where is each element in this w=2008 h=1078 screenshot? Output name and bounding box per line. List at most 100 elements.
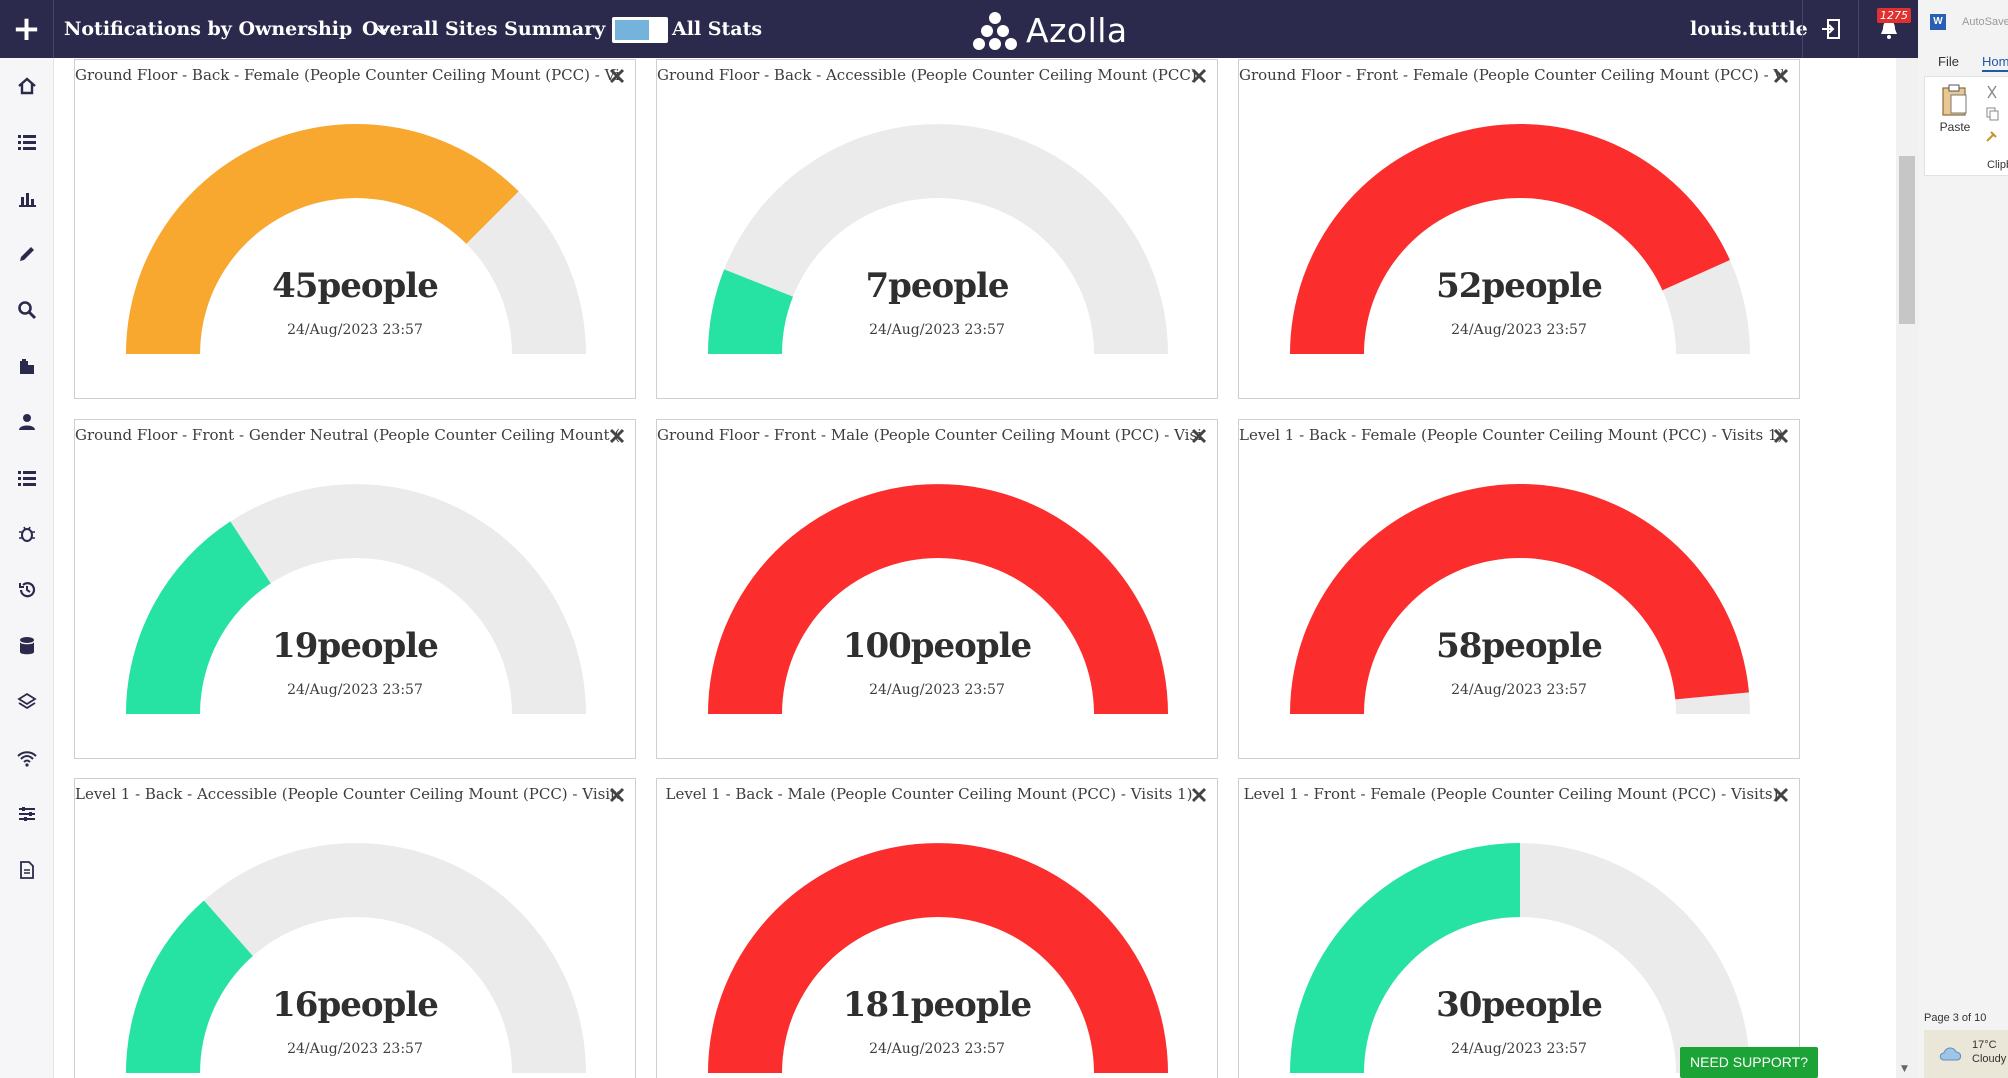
bug-icon[interactable] — [13, 520, 41, 548]
gauge-fill — [126, 900, 253, 1073]
gauge-timestamp: 24/Aug/2023 23:57 — [1451, 322, 1587, 338]
search-icon[interactable] — [13, 296, 41, 324]
gauge-chart — [1290, 843, 1750, 1073]
document-icon[interactable] — [13, 856, 41, 884]
gauge-timestamp: 24/Aug/2023 23:57 — [287, 682, 423, 698]
tab-file[interactable]: File — [1938, 54, 1959, 69]
brand-name: Azolla — [1026, 10, 1128, 50]
close-icon[interactable] — [607, 426, 627, 446]
weather-condition: Cloudy — [1972, 1053, 2007, 1065]
list-icon[interactable] — [13, 128, 41, 156]
gauge-card: Ground Floor - Back - Female (People Cou… — [74, 59, 636, 399]
history-icon[interactable] — [13, 576, 41, 604]
paste-label: Paste — [1939, 120, 1971, 134]
building-icon[interactable] — [13, 352, 41, 380]
gauge-value: 45people — [272, 266, 439, 306]
weather-widget[interactable]: 17°C Cloudy — [1924, 1030, 2008, 1078]
gauge-value: 19people — [272, 626, 439, 666]
gauge-value: 52people — [1436, 266, 1603, 306]
sliders-icon[interactable] — [13, 800, 41, 828]
gauge-fill — [126, 521, 271, 714]
bar-chart-icon[interactable] — [13, 184, 41, 212]
word-ribbon: Paste Clipb — [1924, 76, 2008, 176]
clipboard-group-label: Clipb — [1987, 159, 2008, 171]
gauge-fill — [708, 484, 1168, 714]
gauge-card: Ground Floor - Front - Male (People Coun… — [656, 419, 1218, 759]
paste-button[interactable]: Paste — [1935, 83, 1975, 134]
gauge-title: Ground Floor - Front - Gender Neutral (P… — [75, 426, 619, 444]
logout-button[interactable] — [1802, 0, 1858, 58]
sites-summary-dropdown[interactable]: Overall Sites Summary — [362, 0, 644, 58]
pencil-icon[interactable] — [13, 240, 41, 268]
gauge-chart — [1290, 123, 1750, 354]
list-icon[interactable] — [13, 464, 41, 492]
weather-text: 17°C Cloudy — [1972, 1038, 2006, 1066]
word-ribbon-tabs: File Hom — [1918, 50, 2008, 74]
gauge-card: Level 1 - Back - Male (People Counter Ce… — [656, 778, 1218, 1078]
word-titlebar: W AutoSave — [1918, 0, 2008, 44]
gauge-chart — [1290, 484, 1750, 714]
need-support-button[interactable]: NEED SUPPORT? — [1680, 1047, 1818, 1078]
gauge-card: Level 1 - Back - Accessible (People Coun… — [74, 778, 636, 1078]
clipboard-icon — [1942, 84, 1967, 116]
gauge-track — [708, 124, 1168, 354]
wifi-icon[interactable] — [13, 744, 41, 772]
user-icon[interactable] — [13, 408, 41, 436]
gauge-title: Ground Floor - Front - Male (People Coun… — [657, 426, 1201, 444]
gauge-card: Ground Floor - Back - Accessible (People… — [656, 59, 1218, 399]
sidebar — [0, 58, 54, 1078]
gauge-title: Level 1 - Back - Accessible (People Coun… — [75, 785, 619, 803]
gauge-timestamp: 24/Aug/2023 23:57 — [869, 322, 1005, 338]
tab-home[interactable]: Hom — [1982, 54, 2008, 72]
close-icon[interactable] — [1189, 785, 1209, 805]
close-icon[interactable] — [607, 66, 627, 86]
gauge-title: Level 1 - Back - Female (People Counter … — [1239, 426, 1783, 444]
autosave-label[interactable]: AutoSave — [1962, 16, 2008, 28]
copy-icon[interactable] — [1985, 107, 1999, 121]
gauge-value: 100people — [842, 626, 1032, 666]
gauge-title: Ground Floor - Back - Accessible (People… — [657, 66, 1201, 84]
logout-icon — [1821, 19, 1840, 39]
scissors-icon[interactable] — [1985, 85, 1999, 99]
gauge-value: 181people — [842, 985, 1032, 1025]
temperature: 17°C — [1972, 1039, 1997, 1051]
close-icon[interactable] — [1189, 426, 1209, 446]
format-painter-icon[interactable] — [1985, 129, 1999, 143]
database-icon[interactable] — [13, 632, 41, 660]
cloud-icon — [1939, 1047, 1962, 1061]
home-icon[interactable] — [13, 72, 41, 100]
page-scrollbar[interactable]: ▼ — [1896, 58, 1918, 1078]
gauge-fill — [708, 843, 1168, 1073]
bell-icon — [1880, 21, 1897, 39]
gauge-timestamp: 24/Aug/2023 23:57 — [287, 322, 423, 338]
ownership-dropdown[interactable]: Notifications by Ownership — [64, 0, 391, 58]
gauge-chart — [126, 123, 586, 354]
gauge-fill — [1290, 484, 1749, 714]
gauge-fill — [1290, 123, 1730, 354]
add-button[interactable]: + — [0, 0, 54, 58]
word-icon: W — [1930, 14, 1946, 30]
close-icon[interactable] — [1771, 785, 1791, 805]
gauge-chart — [708, 124, 1168, 354]
gauge-title: Ground Floor - Front - Female (People Co… — [1239, 66, 1783, 84]
gauge-title: Ground Floor - Back - Female (People Cou… — [75, 66, 619, 84]
scroll-down-icon[interactable]: ▼ — [1901, 1064, 1908, 1074]
azolla-logo-mark — [973, 12, 1017, 50]
all-stats-toggle[interactable] — [612, 17, 668, 43]
gauge-fill — [708, 269, 793, 354]
page-indicator: Page 3 of 10 — [1924, 1012, 1987, 1024]
sites-summary-dropdown-label: Overall Sites Summary — [362, 18, 606, 40]
gauge-timestamp: 24/Aug/2023 23:57 — [869, 682, 1005, 698]
gauge-value: 7people — [865, 266, 1009, 306]
username[interactable]: louis.tuttle — [1690, 18, 1808, 40]
close-icon[interactable] — [1189, 66, 1209, 86]
close-icon[interactable] — [1771, 426, 1791, 446]
notifications-button[interactable]: 1275 — [1858, 0, 1918, 58]
azolla-logo: Azolla — [972, 10, 1128, 50]
layers-icon[interactable] — [13, 688, 41, 716]
close-icon[interactable] — [1771, 66, 1791, 86]
scrollbar-thumb[interactable] — [1899, 156, 1915, 324]
gauge-value: 30people — [1436, 985, 1603, 1025]
close-icon[interactable] — [607, 785, 627, 805]
